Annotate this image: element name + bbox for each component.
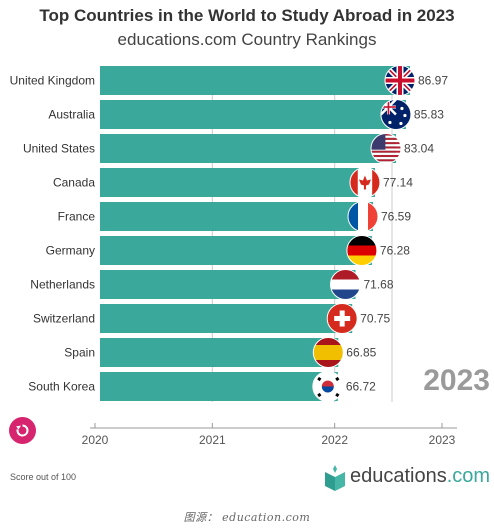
brand-name-suffix: .com	[446, 465, 491, 487]
bar	[100, 338, 339, 367]
france-flag-icon	[347, 201, 379, 232]
brand-name-main: educations	[350, 465, 447, 487]
category-label: Germany	[46, 244, 95, 258]
image-source: 图源： education.com	[183, 511, 311, 524]
category-label: South Korea	[28, 380, 95, 394]
value-label: 76.59	[381, 210, 411, 224]
category-label: Netherlands	[30, 278, 95, 292]
timeline-tick-label: 2022	[321, 433, 348, 447]
category-label: Switzerland	[33, 312, 95, 326]
value-label: 71.68	[363, 278, 393, 292]
category-label: France	[58, 210, 96, 224]
bar	[100, 270, 356, 299]
value-label: 77.14	[383, 176, 413, 190]
chart-title: Top Countries in the World to Study Abro…	[39, 6, 455, 25]
chart-subtitle: educations.com Country Rankings	[117, 30, 377, 49]
uk-flag-icon	[384, 65, 416, 96]
replay-button[interactable]	[9, 417, 36, 444]
timeline-tick-label: 2021	[199, 433, 226, 447]
bar	[100, 168, 375, 197]
canada-flag-icon	[349, 167, 381, 198]
bar	[100, 236, 372, 265]
value-label: 66.85	[346, 346, 376, 360]
category-label: Spain	[64, 346, 95, 360]
bar	[100, 304, 353, 333]
bar	[100, 372, 338, 401]
value-label: 70.75	[360, 312, 390, 326]
switzerland-flag-icon	[326, 303, 358, 334]
category-label: United Kingdom	[10, 74, 95, 88]
value-label: 83.04	[404, 142, 434, 156]
australia-flag-icon	[380, 99, 412, 130]
brand-name: educations.com	[350, 465, 490, 488]
educations-logo-icon	[325, 465, 345, 491]
bar	[100, 100, 406, 129]
replay-icon	[16, 424, 29, 437]
value-label: 76.28	[380, 244, 410, 258]
current-year-label: 2023	[423, 364, 490, 397]
bar	[100, 66, 410, 95]
category-label: Australia	[48, 108, 95, 122]
germany-flag-icon	[346, 235, 378, 266]
bar	[100, 202, 374, 231]
bar	[100, 134, 396, 163]
value-label: 66.72	[346, 380, 376, 394]
south-korea-flag-icon	[312, 371, 344, 402]
usa-flag-icon	[370, 133, 402, 164]
value-label: 86.97	[418, 74, 448, 88]
value-label: 85.83	[414, 108, 444, 122]
spain-flag-icon	[312, 337, 344, 368]
category-label: Canada	[53, 176, 95, 190]
timeline-tick-label: 2023	[429, 433, 456, 447]
timeline-tick-label: 2020	[82, 433, 109, 447]
netherlands-flag-icon	[329, 269, 361, 300]
footnote: Score out of 100	[10, 472, 77, 482]
category-label: United States	[23, 142, 95, 156]
